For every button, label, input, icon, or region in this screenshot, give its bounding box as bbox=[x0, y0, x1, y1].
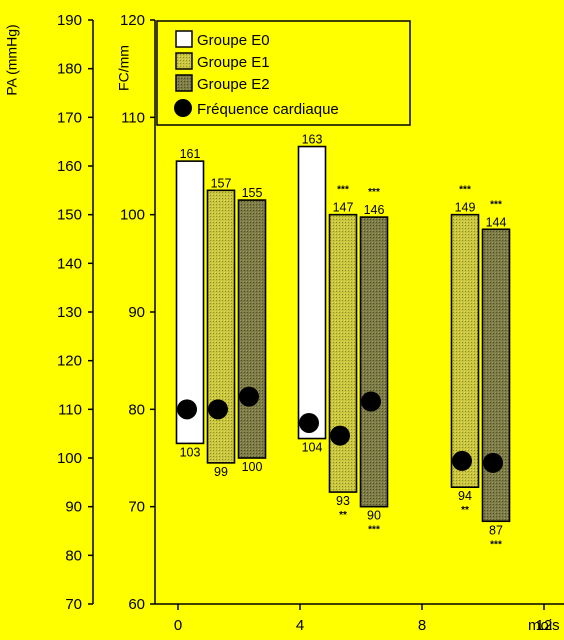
heart-rate-point bbox=[299, 412, 319, 433]
bar-low-label: 103 bbox=[180, 445, 201, 459]
left-axis-tick-label: 100 bbox=[57, 450, 82, 467]
x-axis-tick-label: 12 bbox=[536, 617, 553, 634]
bar-high-label: 161 bbox=[180, 147, 201, 161]
legend-label-hr: Fréquence cardiaque bbox=[197, 101, 339, 118]
x-axis-tick-label: 8 bbox=[418, 617, 426, 634]
bar-high-label: 149 bbox=[455, 201, 476, 215]
right-axis-tick-label: 120 bbox=[120, 12, 145, 29]
bar-labels-group: 161 103 157 99 155 100 163 104 147 *** 93 ** 146 *** 9… bbox=[180, 133, 507, 551]
left-axis-tick-label: 190 bbox=[57, 12, 82, 29]
right-axis-tick-label: 90 bbox=[128, 304, 145, 321]
legend-label-e0: Groupe E0 bbox=[197, 32, 270, 49]
right-axis-tick-label: 80 bbox=[128, 401, 145, 418]
bar-high-significance: *** bbox=[368, 187, 380, 198]
heart-rate-point bbox=[483, 452, 503, 473]
heart-rate-points bbox=[177, 386, 503, 473]
bar-high-label: 146 bbox=[364, 203, 385, 217]
left-axis-tick-label: 90 bbox=[65, 499, 82, 516]
bar-high-label: 144 bbox=[486, 215, 507, 229]
bar-e0-month-0 bbox=[175, 160, 205, 445]
bar-low-label: 87 bbox=[489, 523, 503, 537]
legend-swatch-e2 bbox=[175, 74, 193, 92]
left-axis-tick-label: 80 bbox=[65, 547, 82, 564]
right-axis-tick-label: 100 bbox=[120, 207, 145, 224]
legend-swatch-e1 bbox=[175, 52, 193, 70]
heart-rate-point bbox=[330, 425, 350, 446]
heart-rate-point bbox=[239, 386, 259, 407]
left-axis-tick-label: 150 bbox=[57, 207, 82, 224]
legend-label-e2: Groupe E2 bbox=[197, 76, 270, 93]
bar-low-significance: *** bbox=[490, 539, 502, 550]
bar-e1-month-8 bbox=[450, 213, 480, 488]
bar-low-label: 94 bbox=[458, 489, 472, 503]
left-axis-tick-label: 70 bbox=[65, 596, 82, 613]
bar-low-label: 90 bbox=[367, 509, 381, 523]
right-axis-ticks: 60 70 80 90 100 110 120 bbox=[120, 12, 155, 613]
left-axis-tick-label: 110 bbox=[58, 401, 82, 418]
bar-high-label: 157 bbox=[211, 176, 232, 190]
right-axis-tick-label: 110 bbox=[121, 109, 145, 126]
bar-high-significance: *** bbox=[337, 185, 349, 196]
bar-high-label: 163 bbox=[302, 133, 323, 147]
bar-high-significance: *** bbox=[490, 199, 502, 210]
x-axis-tick-label: 0 bbox=[174, 617, 182, 634]
bar-e1-month-4 bbox=[328, 213, 358, 493]
bar-e2-month-8 bbox=[481, 228, 511, 523]
heart-rate-point bbox=[177, 399, 197, 420]
bar-low-label: 99 bbox=[214, 465, 228, 479]
left-axis-tick-label: 180 bbox=[57, 61, 82, 78]
legend-box bbox=[156, 20, 411, 126]
bar-high-significance: *** bbox=[459, 185, 471, 196]
bar-e2-month-4 bbox=[359, 216, 389, 508]
legend-swatch-hr bbox=[174, 99, 192, 117]
left-axis-tick-label: 170 bbox=[57, 109, 82, 126]
left-axis-ticks: 70 80 90 100 110 120 130 140 150 160 170 180 190 bbox=[57, 12, 93, 613]
right-axis-tick-label: 60 bbox=[128, 596, 145, 613]
bar-low-significance: ** bbox=[461, 505, 469, 516]
legend-label-e1: Groupe E1 bbox=[197, 54, 270, 71]
left-axis-tick-label: 160 bbox=[57, 158, 82, 175]
legend: Groupe E0 Groupe E1 Groupe E2 Fréquence … bbox=[156, 20, 411, 126]
legend-swatch-e0 bbox=[175, 30, 193, 48]
bar-high-label: 147 bbox=[333, 201, 354, 215]
bar-low-significance: *** bbox=[368, 525, 380, 536]
heart-rate-point bbox=[361, 391, 381, 412]
right-axis-tick-label: 70 bbox=[128, 499, 145, 516]
bar-low-significance: ** bbox=[339, 510, 347, 521]
bar-low-label: 104 bbox=[302, 441, 323, 455]
left-axis-title: PA (mmHg) bbox=[4, 24, 20, 95]
left-axis-tick-label: 130 bbox=[57, 304, 82, 321]
bar-e2-month-0 bbox=[237, 199, 267, 459]
bars-group bbox=[175, 145, 511, 523]
bar-low-label: 100 bbox=[242, 460, 263, 474]
left-axis-tick-label: 140 bbox=[57, 255, 82, 272]
bar-high-label: 155 bbox=[242, 186, 263, 200]
x-axis-tick-label: 4 bbox=[296, 617, 304, 634]
heart-rate-point bbox=[452, 450, 472, 471]
right-axis-title: FC/mm bbox=[116, 45, 132, 91]
heart-rate-point bbox=[208, 399, 228, 420]
bar-e1-month-0 bbox=[206, 189, 236, 464]
bar-e0-month-4 bbox=[297, 145, 327, 440]
x-axis-ticks: 0 4 8 12 bbox=[174, 604, 553, 634]
x-axis-unit-label: mois bbox=[528, 617, 560, 634]
bar-low-label: 93 bbox=[336, 494, 350, 508]
left-axis-tick-label: 120 bbox=[57, 353, 82, 370]
